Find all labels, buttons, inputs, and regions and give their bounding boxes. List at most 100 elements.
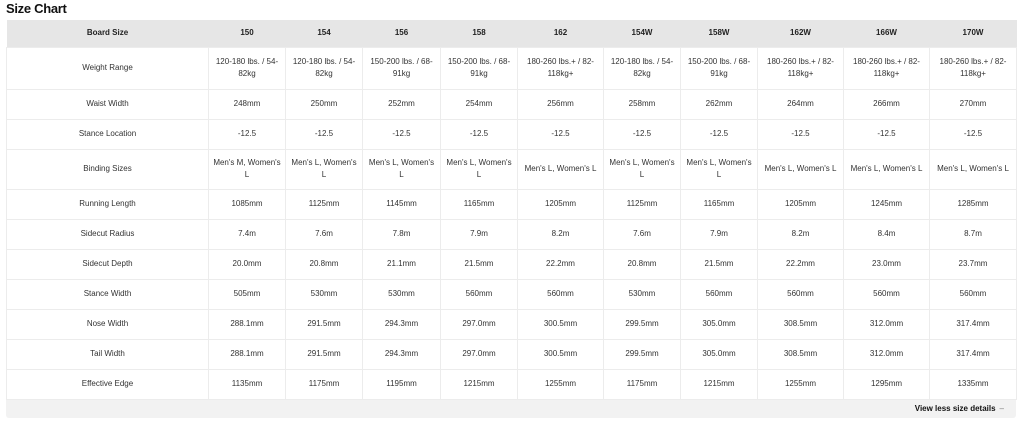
table-cell: 180-260 lbs.+ / 82-118kg+ xyxy=(757,46,844,90)
column-header-size: 158W xyxy=(708,28,730,38)
table-cell: -12.5 xyxy=(208,118,286,150)
table-cell: 22.2mm xyxy=(517,248,604,280)
page-title: Size Chart xyxy=(6,1,67,16)
table-cell: 7.9m xyxy=(680,218,758,250)
table-cell: 1125mm xyxy=(285,188,363,220)
table-cell: 288.1mm xyxy=(208,308,286,340)
table-header-row: Board Size 150 154 156 158 162 154W 158W 162W 166… xyxy=(6,20,1017,47)
table-cell: 291.5mm xyxy=(285,338,363,370)
table-cell: Men's L, Women's L xyxy=(603,148,681,190)
table-row: Effective Edge 1135mm 1175mm 1195mm 1215mm 12… xyxy=(6,368,1017,400)
row-label: Sidecut Radius xyxy=(6,218,209,250)
table-cell: 21.5mm xyxy=(680,248,758,280)
row-label: Weight Range xyxy=(6,46,209,90)
table-row: Stance Width 505mm 530mm 530mm 560mm 560mm 530… xyxy=(6,278,1017,310)
table-cell: 1295mm xyxy=(843,368,930,400)
column-header-size: 166W xyxy=(876,28,897,38)
table-cell: 150-200 lbs. / 68-91kg xyxy=(362,46,441,90)
table-cell: 560mm xyxy=(680,278,758,310)
table-cell: 180-260 lbs.+ / 82-118kg+ xyxy=(843,46,930,90)
column-header-size: 154 xyxy=(317,28,331,38)
table-cell: 23.0mm xyxy=(843,248,930,280)
table-cell: -12.5 xyxy=(929,118,1017,150)
table-cell: 530mm xyxy=(362,278,441,310)
table-cell: 308.5mm xyxy=(757,338,844,370)
table-cell: Men's L, Women's L xyxy=(285,148,363,190)
table-cell: 1205mm xyxy=(517,188,604,220)
view-less-size-details-button[interactable]: View less size details – xyxy=(915,404,1004,413)
table-cell: -12.5 xyxy=(843,118,930,150)
table-cell: 305.0mm xyxy=(680,308,758,340)
table-row: Sidecut Radius 7.4m 7.6m 7.8m 7.9m 8.2m 7.6m 7.… xyxy=(6,218,1017,250)
table-cell: 300.5mm xyxy=(517,338,604,370)
column-header-size: 150 xyxy=(240,28,254,38)
row-label: Tail Width xyxy=(6,338,209,370)
column-header-size: 156 xyxy=(394,28,409,38)
row-label: Stance Location xyxy=(6,118,209,150)
table-cell: 1285mm xyxy=(929,188,1017,220)
table-cell: 150-200 lbs. / 68-91kg xyxy=(680,46,758,90)
table-row: Binding Sizes Men's M, Women's L Men's L, … xyxy=(6,148,1017,190)
table-cell: 8.4m xyxy=(843,218,930,250)
table-cell: 560mm xyxy=(929,278,1017,310)
table-cell: -12.5 xyxy=(680,118,758,150)
row-label: Nose Width xyxy=(6,308,209,340)
table-footer: View less size details – xyxy=(6,400,1016,418)
table-cell: -12.5 xyxy=(440,118,518,150)
table-cell: 23.7mm xyxy=(929,248,1017,280)
row-label: Waist Width xyxy=(6,88,209,120)
table-cell: 22.2mm xyxy=(757,248,844,280)
table-cell: -12.5 xyxy=(757,118,844,150)
table-cell: -12.5 xyxy=(603,118,681,150)
table-cell: 7.4m xyxy=(208,218,286,250)
table-cell: 120-180 lbs. / 54-82kg xyxy=(603,46,681,90)
table-cell: 150-200 lbs. / 68-91kg xyxy=(440,46,518,90)
table-cell: 1195mm xyxy=(362,368,441,400)
table-cell: 288.1mm xyxy=(208,338,286,370)
table-cell: 1245mm xyxy=(843,188,930,220)
table-cell: 256mm xyxy=(517,88,604,120)
table-cell: 1125mm xyxy=(603,188,681,220)
table-cell: 312.0mm xyxy=(843,308,930,340)
table-cell: 21.1mm xyxy=(362,248,441,280)
table-cell: 560mm xyxy=(517,278,604,310)
table-cell: 317.4mm xyxy=(929,308,1017,340)
table-cell: -12.5 xyxy=(362,118,441,150)
row-label: Stance Width xyxy=(6,278,209,310)
table-cell: 262mm xyxy=(680,88,758,120)
table-cell: 1205mm xyxy=(757,188,844,220)
table-row: Waist Width 248mm 250mm 252mm 254mm 256mm 258m… xyxy=(6,88,1017,120)
table-cell: 530mm xyxy=(285,278,363,310)
table-cell: 180-260 lbs.+ / 82-118kg+ xyxy=(517,46,604,90)
table-cell: 1175mm xyxy=(285,368,363,400)
table-cell: 560mm xyxy=(440,278,518,310)
table-cell: -12.5 xyxy=(285,118,363,150)
column-header-size: 170W xyxy=(962,28,984,38)
table-cell: 1335mm xyxy=(929,368,1017,400)
table-cell: 300.5mm xyxy=(517,308,604,340)
table-row: Sidecut Depth 20.0mm 20.8mm 21.1mm 21.5mm 22.… xyxy=(6,248,1017,280)
table-cell: -12.5 xyxy=(517,118,604,150)
table-cell: 297.0mm xyxy=(440,338,518,370)
table-cell: Men's M, Women's L xyxy=(208,148,286,190)
table-cell: Men's L, Women's L xyxy=(517,148,604,190)
table-cell: 1255mm xyxy=(757,368,844,400)
table-cell: 8.7m xyxy=(929,218,1017,250)
column-header-size: 162W xyxy=(790,28,811,38)
table-cell: Men's L, Women's L xyxy=(843,148,930,190)
table-row: Tail Width 288.1mm 291.5mm 294.3mm 297.0mm 30… xyxy=(6,338,1017,370)
table-cell: 1085mm xyxy=(208,188,286,220)
table-cell: 1175mm xyxy=(603,368,681,400)
table-cell: 248mm xyxy=(208,88,286,120)
table-cell: 299.5mm xyxy=(603,338,681,370)
table-cell: 270mm xyxy=(929,88,1017,120)
table-cell: Men's L, Women's L xyxy=(929,148,1017,190)
table-cell: 530mm xyxy=(603,278,681,310)
column-header-board-size: Board Size xyxy=(86,28,129,38)
table-cell: 294.3mm xyxy=(362,338,441,370)
table-cell: 258mm xyxy=(603,88,681,120)
table-cell: 299.5mm xyxy=(603,308,681,340)
table-cell: 266mm xyxy=(843,88,930,120)
table-cell: 180-260 lbs.+ / 82-118kg+ xyxy=(929,46,1017,90)
column-header-size: 154W xyxy=(631,28,653,38)
